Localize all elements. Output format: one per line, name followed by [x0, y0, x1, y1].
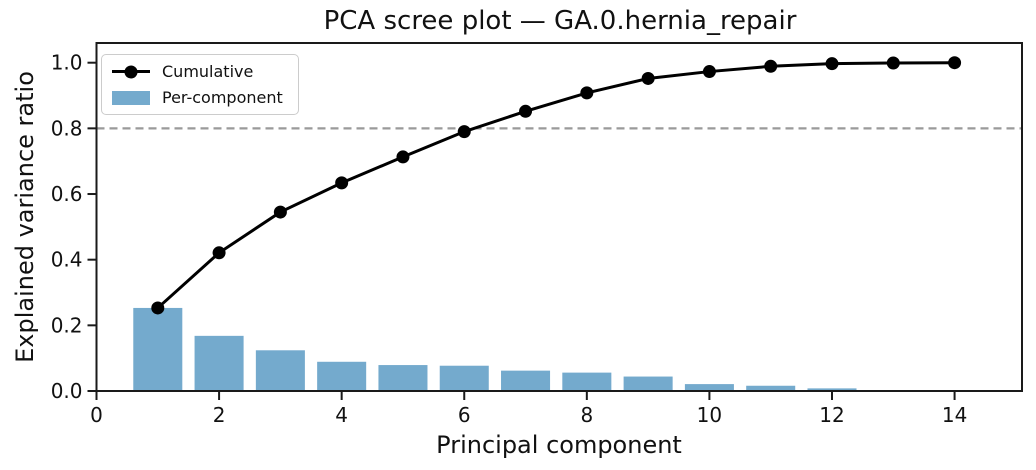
x-tick-label: 4	[335, 403, 348, 427]
bar-pc4	[317, 361, 367, 391]
legend-label-per-component: Per-component	[162, 88, 283, 107]
cumulative-marker-pc9	[641, 71, 655, 85]
bar-pc5	[378, 365, 428, 391]
cumulative-marker-pc3	[273, 205, 287, 219]
chart-title: PCA scree plot — GA.0.hernia_repair	[323, 6, 797, 36]
cumulative-marker-icon	[124, 65, 138, 78]
per-component-bar-swatch-icon	[112, 90, 150, 105]
legend: Cumulative Per-component	[101, 54, 299, 115]
plot-border	[95, 42, 1023, 392]
bar-pc2	[194, 335, 244, 391]
cumulative-marker-pc4	[335, 176, 349, 190]
bar-pc6	[439, 365, 489, 391]
x-tick-label: 0	[90, 403, 103, 427]
x-tick-label: 12	[819, 403, 844, 427]
y-tick-label: 1.0	[51, 51, 83, 75]
cumulative-marker-pc8	[580, 86, 594, 100]
cumulative-marker-pc6	[457, 125, 471, 139]
bar-pc9	[623, 376, 673, 391]
cumulative-marker-pc5	[396, 150, 410, 164]
bar-pc10	[684, 384, 734, 391]
y-axis-label: Explained variance ratio	[11, 71, 39, 363]
cumulative-marker-pc13	[886, 56, 900, 70]
x-tick-label: 8	[580, 403, 593, 427]
cumulative-line	[156, 61, 955, 310]
y-tick-label: 0.8	[51, 116, 83, 140]
bar-pc1	[133, 307, 183, 391]
cumulative-marker-pc14	[948, 56, 962, 70]
cumulative-marker-pc1	[151, 301, 165, 315]
cumulative-marker-pc12	[825, 57, 839, 71]
y-tick-label: 0.2	[51, 313, 83, 337]
bar-pc8	[562, 372, 612, 391]
bar-pc11	[746, 385, 796, 391]
y-tick-label: 0.6	[51, 182, 83, 206]
bar-pc12	[807, 388, 857, 391]
cumulative-marker-pc7	[519, 104, 533, 118]
x-tick-label: 6	[458, 403, 471, 427]
legend-item-per-component: Per-component	[112, 86, 283, 109]
legend-label-cumulative: Cumulative	[162, 62, 254, 81]
x-tick-label: 14	[942, 403, 967, 427]
bar-pc3	[255, 350, 305, 391]
cumulative-marker-pc2	[212, 246, 226, 260]
cumulative-marker-pc10	[702, 65, 716, 79]
y-tick-label: 0.0	[51, 379, 83, 403]
x-tick-label: 10	[697, 403, 722, 427]
bar-pc7	[501, 370, 551, 391]
cumulative-marker-pc11	[764, 59, 778, 73]
legend-item-cumulative: Cumulative	[112, 60, 283, 83]
cumulative-line-swatch-icon	[112, 65, 150, 78]
y-tick-label: 0.4	[51, 248, 83, 272]
x-axis-label: Principal component	[436, 431, 682, 459]
x-tick-label: 2	[213, 403, 226, 427]
